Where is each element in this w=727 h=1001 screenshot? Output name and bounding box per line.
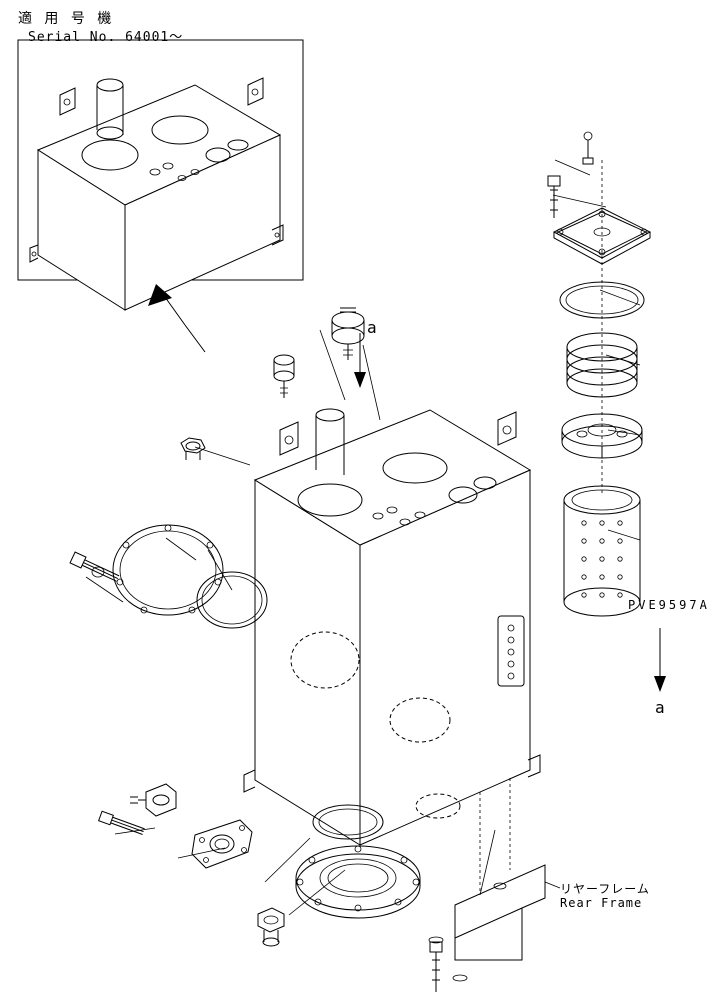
magnet-plug xyxy=(258,908,284,946)
rear-frame-bracket xyxy=(429,778,560,992)
breather-cap xyxy=(332,308,364,360)
filter-cover-bolt xyxy=(548,176,560,218)
inset-panel xyxy=(18,40,303,310)
inspection-cover-assembly xyxy=(70,525,267,628)
sight-flange xyxy=(192,820,252,868)
drain-plug-assembly xyxy=(130,784,176,816)
exploded-diagram xyxy=(0,0,727,1001)
filter-element xyxy=(564,486,640,616)
filter-stack xyxy=(548,132,666,692)
inset-pointer-arrow xyxy=(148,284,205,352)
frame-mount-bolt xyxy=(429,937,443,992)
hydraulic-tank-body xyxy=(244,409,540,845)
filter-stud xyxy=(583,132,593,164)
filler-plug xyxy=(274,355,294,398)
